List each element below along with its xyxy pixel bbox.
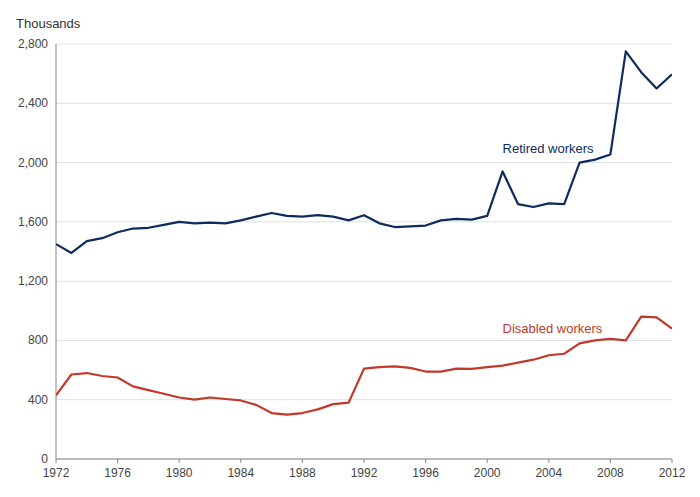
y-tick-label: 1,200 bbox=[18, 274, 48, 288]
x-tick-label: 1988 bbox=[289, 466, 316, 480]
grid-line bbox=[56, 340, 672, 341]
lines bbox=[56, 51, 672, 414]
x-tick bbox=[487, 459, 488, 463]
chart: 0 400 800 1,200 1,600 2,000 2,400 2,800 1972 1976… bbox=[0, 0, 700, 497]
grid-line bbox=[56, 281, 672, 282]
x-tick-label: 1996 bbox=[412, 466, 439, 480]
grid-line bbox=[56, 103, 672, 104]
x-tick bbox=[610, 459, 611, 463]
x-tick-label: 1972 bbox=[43, 466, 70, 480]
x-tick bbox=[179, 459, 180, 463]
x-tick bbox=[117, 459, 118, 463]
y-axis-line bbox=[56, 44, 57, 459]
y-tick-label: 0 bbox=[41, 452, 48, 466]
series-label: Retired workers bbox=[503, 141, 595, 156]
y-grid bbox=[56, 44, 672, 459]
x-tick-label: 1976 bbox=[104, 466, 131, 480]
x-tick bbox=[425, 459, 426, 463]
grid-line bbox=[56, 399, 672, 400]
y-axis-label: Thousands bbox=[16, 16, 81, 31]
y-tick-label: 1,600 bbox=[18, 215, 48, 229]
grid-line bbox=[56, 44, 672, 45]
y-tick-label: 2,000 bbox=[18, 156, 48, 170]
grid-line bbox=[56, 221, 672, 222]
x-tick bbox=[240, 459, 241, 463]
series-line bbox=[56, 317, 672, 415]
x-tick-label: 1980 bbox=[166, 466, 193, 480]
x-tick-label: 2008 bbox=[597, 466, 624, 480]
series-label: Disabled workers bbox=[503, 321, 603, 336]
x-tick bbox=[672, 459, 673, 463]
y-tick-labels: 0 400 800 1,200 1,600 2,000 2,400 2,800 bbox=[18, 37, 48, 466]
y-tick-label: 400 bbox=[28, 393, 48, 407]
x-tick bbox=[364, 459, 365, 463]
series-labels: Retired workers Disabled workers bbox=[503, 141, 603, 337]
x-ticks: 1972 1976 1980 1984 1988 1992 1996 2000 2004 2008… bbox=[43, 459, 686, 480]
y-tick-label: 2,800 bbox=[18, 37, 48, 51]
x-tick-label: 1984 bbox=[227, 466, 254, 480]
y-tick-label: 2,400 bbox=[18, 96, 48, 110]
y-tick-label: 800 bbox=[28, 333, 48, 347]
x-tick bbox=[548, 459, 549, 463]
series-line bbox=[56, 51, 672, 253]
x-tick-label: 1992 bbox=[351, 466, 378, 480]
x-tick bbox=[302, 459, 303, 463]
x-tick-label: 2004 bbox=[535, 466, 562, 480]
x-tick bbox=[56, 459, 57, 463]
x-tick-label: 2012 bbox=[659, 466, 686, 480]
x-tick-label: 2000 bbox=[474, 466, 501, 480]
